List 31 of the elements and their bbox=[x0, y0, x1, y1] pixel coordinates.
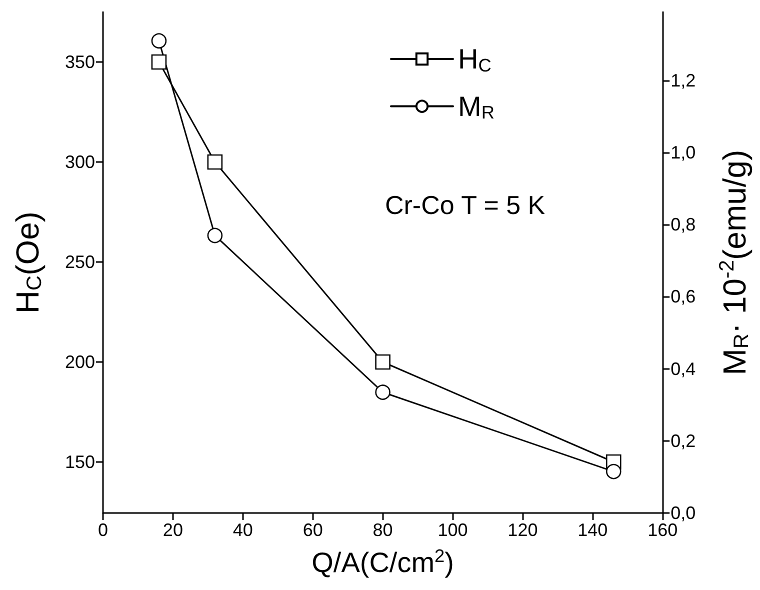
x-tick-label: 120 bbox=[508, 520, 538, 540]
annotation: Cr-Co T = 5 K bbox=[385, 190, 546, 220]
y-tick-label: 150 bbox=[64, 452, 95, 472]
y2-tick-label: 0,6 bbox=[670, 286, 696, 307]
y2-axis-title: MR· 10-2(emu/g) bbox=[716, 150, 753, 376]
y-tick-label: 250 bbox=[64, 252, 95, 272]
y-tick-label: 200 bbox=[64, 352, 95, 372]
x-tick-label: 160 bbox=[648, 520, 678, 540]
point bbox=[606, 464, 622, 480]
y2-tick-label: 0,4 bbox=[670, 358, 696, 379]
point bbox=[375, 354, 390, 370]
y2-tick-label: 0,2 bbox=[670, 430, 696, 451]
x-tick-label: 0 bbox=[98, 520, 108, 540]
point bbox=[375, 384, 390, 400]
point bbox=[151, 54, 167, 70]
point bbox=[151, 33, 167, 48]
y-tick-label: 300 bbox=[64, 152, 95, 172]
y-tick-label: 350 bbox=[64, 52, 95, 72]
y-axis-title: HC(Oe) bbox=[9, 211, 46, 314]
y2-tick-label: 1,0 bbox=[670, 142, 696, 163]
x-tick-label: 60 bbox=[302, 520, 323, 540]
x-tick-label: 20 bbox=[162, 520, 183, 540]
x-tick-label: 100 bbox=[438, 520, 468, 540]
point bbox=[207, 154, 223, 170]
x-tick-label: 140 bbox=[578, 520, 608, 540]
x-tick-label: 80 bbox=[372, 520, 393, 540]
y2-tick-label: 0,8 bbox=[670, 214, 696, 235]
point bbox=[207, 228, 223, 244]
x-tick-label: 40 bbox=[232, 520, 253, 540]
y2-tick-label: 0,0 bbox=[670, 503, 696, 523]
y2-tick-label: 1,2 bbox=[670, 70, 696, 90]
